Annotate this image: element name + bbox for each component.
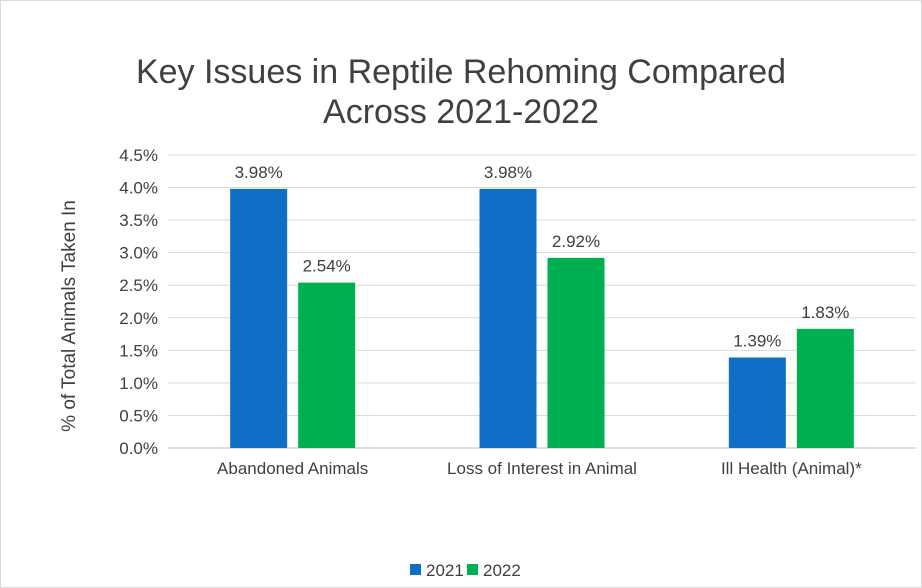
y-tick-label: 0.0%: [119, 439, 158, 458]
legend: 2021 2022: [410, 561, 521, 580]
x-category-label: Abandoned Animals: [217, 459, 368, 478]
data-labels: 3.98% 2.54% 3.98% 2.92% 1.39% 1.83%: [235, 163, 850, 351]
x-category-label: Ill Health (Animal)*: [721, 459, 862, 478]
chart-title-line-2: Across 2021-2022: [323, 93, 599, 131]
y-tick-label: 1.5%: [119, 341, 158, 360]
bar-2022: [298, 282, 356, 448]
bar-2021: [479, 188, 537, 448]
legend-swatch-2022: [467, 564, 478, 575]
bar-2021: [728, 357, 786, 448]
legend-swatch-2021: [410, 564, 421, 575]
data-label: 2.54%: [303, 257, 351, 276]
y-tick-label: 4.5%: [119, 146, 158, 165]
x-category-label: Loss of Interest in Animal: [447, 459, 637, 478]
legend-label: 2021: [426, 561, 464, 580]
chart-title-line-1: Key Issues in Reptile Rehoming Compared: [136, 53, 786, 91]
y-tick-label: 2.5%: [119, 276, 158, 295]
data-label: 3.98%: [235, 163, 283, 182]
bar-2022: [796, 328, 854, 448]
x-axis-categories: Abandoned Animals Loss of Interest in Ani…: [217, 459, 862, 478]
data-label: 2.92%: [552, 232, 600, 251]
y-tick-label: 3.0%: [119, 244, 158, 263]
y-tick-label: 1.0%: [119, 374, 158, 393]
y-tick-label: 0.5%: [119, 406, 158, 425]
y-axis-ticks: 0.0% 0.5% 1.0% 1.5% 2.0% 2.5% 3.0% 3.5% 4.0% 4.5%: [119, 146, 158, 458]
legend-label: 2022: [483, 561, 521, 580]
data-label: 1.39%: [733, 331, 781, 350]
y-tick-label: 3.5%: [119, 211, 158, 230]
bars: [230, 188, 854, 448]
y-axis-label: % of Total Animals Taken In: [59, 200, 80, 432]
y-tick-label: 2.0%: [119, 309, 158, 328]
data-label: 3.98%: [484, 163, 532, 182]
data-label: 1.83%: [801, 303, 849, 322]
gridlines: [168, 154, 916, 449]
bar-2021: [230, 188, 288, 448]
bar-2022: [547, 257, 605, 448]
y-tick-label: 4.0%: [119, 179, 158, 198]
